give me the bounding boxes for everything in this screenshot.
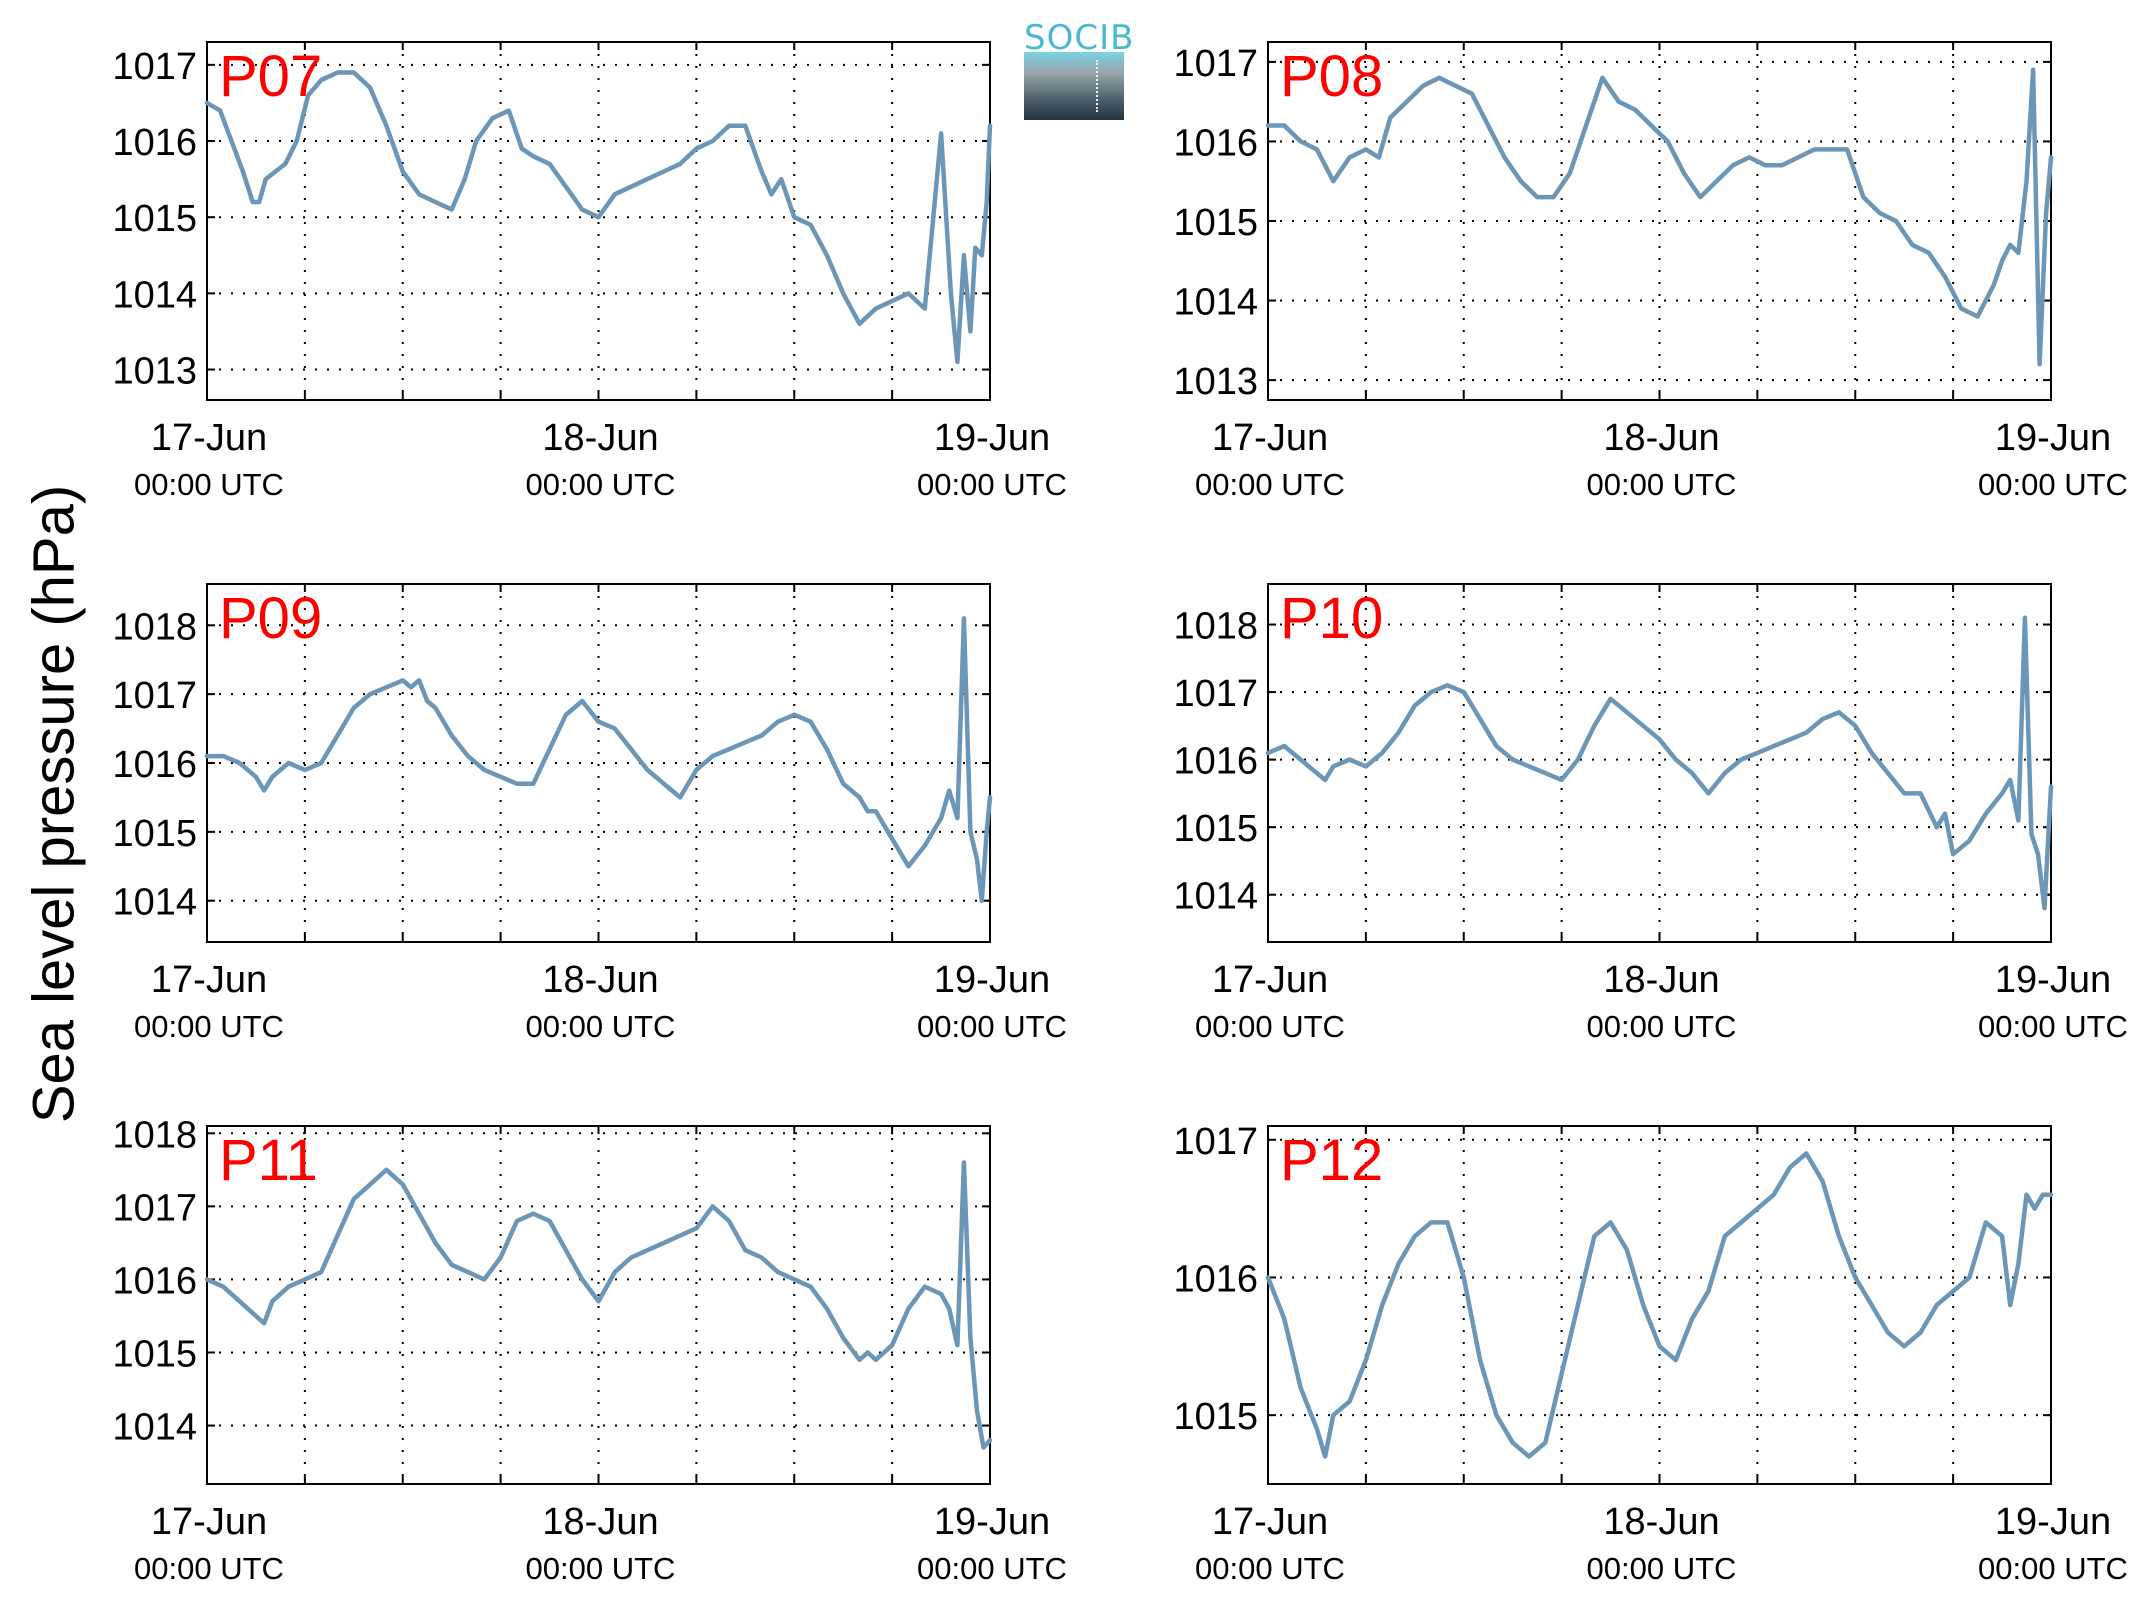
x-tick-sublabel: 00:00 UTC bbox=[917, 1551, 1067, 1586]
chart-panel: 1015 1016 1017 P12 17-Jun 00:00 UTC 18-Jun 00:0… bbox=[1173, 1121, 2128, 1586]
x-tick-label: 18-Jun bbox=[542, 959, 658, 1001]
x-tick-sublabel: 00:00 UTC bbox=[917, 1009, 1067, 1044]
y-tick-label: 1015 bbox=[112, 198, 197, 240]
y-tick-label: 1016 bbox=[1173, 122, 1258, 164]
y-tick-label: 1015 bbox=[1173, 808, 1258, 850]
x-tick-sublabel: 00:00 UTC bbox=[1587, 1551, 1737, 1586]
y-tick-label: 1014 bbox=[112, 882, 197, 924]
x-tick-sublabel: 00:00 UTC bbox=[1195, 1551, 1345, 1586]
y-tick-label: 1016 bbox=[1173, 1258, 1258, 1300]
x-tick-sublabel: 00:00 UTC bbox=[134, 467, 284, 502]
plot-frame bbox=[1267, 583, 2052, 943]
y-tick-label: 1018 bbox=[1173, 606, 1258, 648]
x-tick-label: 18-Jun bbox=[542, 1501, 658, 1543]
chart-panel: 1013 1014 1015 1016 1017 P07 17-Jun 00:00 UTC 18… bbox=[112, 41, 1067, 502]
x-tick-label: 17-Jun bbox=[151, 959, 267, 1001]
x-tick-sublabel: 00:00 UTC bbox=[134, 1009, 284, 1044]
series-line bbox=[1265, 615, 2054, 911]
x-tick-sublabel: 00:00 UTC bbox=[526, 467, 676, 502]
panel-label: P10 bbox=[1280, 586, 1383, 651]
y-tick-label: 1018 bbox=[112, 1114, 197, 1156]
y-tick-label: 1014 bbox=[1173, 876, 1258, 918]
y-tick-label: 1017 bbox=[112, 46, 197, 88]
y-tick-label: 1017 bbox=[1173, 673, 1258, 715]
chart-panel: 1014 1015 1016 1017 1018 P09 17-Jun 00:00 UTC 18… bbox=[112, 583, 1067, 1044]
chart-panel: 1013 1014 1015 1016 1017 P08 17-Jun 00:00 UTC 18… bbox=[1173, 41, 2128, 502]
series-line bbox=[204, 70, 993, 365]
x-tick-sublabel: 00:00 UTC bbox=[526, 1551, 676, 1586]
y-tick-label: 1016 bbox=[112, 122, 197, 164]
y-tick-label: 1014 bbox=[112, 1407, 197, 1449]
panel-label: P08 bbox=[1280, 44, 1383, 109]
x-tick-label: 17-Jun bbox=[1212, 1501, 1328, 1543]
x-tick-label: 17-Jun bbox=[151, 417, 267, 459]
y-axis-label: Sea level pressure (hPa) bbox=[21, 484, 87, 1124]
x-tick-sublabel: 00:00 UTC bbox=[1195, 1009, 1345, 1044]
x-tick-sublabel: 00:00 UTC bbox=[1978, 1551, 2128, 1586]
y-tick-label: 1017 bbox=[1173, 1121, 1258, 1163]
x-tick-label: 17-Jun bbox=[151, 1501, 267, 1543]
x-tick-label: 19-Jun bbox=[1995, 959, 2111, 1001]
x-tick-label: 19-Jun bbox=[934, 417, 1050, 459]
x-tick-sublabel: 00:00 UTC bbox=[526, 1009, 676, 1044]
series-line bbox=[1265, 1151, 2054, 1459]
y-tick-label: 1017 bbox=[112, 1187, 197, 1229]
x-tick-sublabel: 00:00 UTC bbox=[134, 1551, 284, 1586]
logo-text: SOCIB bbox=[1024, 18, 1135, 58]
y-tick-label: 1015 bbox=[112, 1333, 197, 1375]
y-tick-label: 1013 bbox=[1173, 361, 1258, 403]
y-tick-label: 1014 bbox=[1173, 282, 1258, 324]
y-tick-label: 1017 bbox=[112, 675, 197, 717]
x-tick-label: 18-Jun bbox=[1603, 1501, 1719, 1543]
series-line bbox=[204, 616, 993, 903]
x-tick-label: 19-Jun bbox=[934, 959, 1050, 1001]
plot-frame bbox=[206, 41, 991, 401]
x-tick-sublabel: 00:00 UTC bbox=[1587, 1009, 1737, 1044]
x-tick-sublabel: 00:00 UTC bbox=[1195, 467, 1345, 502]
chart-panel: 1014 1015 1016 1017 1018 P11 17-Jun 00:00 UTC 18… bbox=[112, 1114, 1067, 1586]
x-tick-label: 19-Jun bbox=[1995, 1501, 2111, 1543]
y-tick-label: 1016 bbox=[112, 1260, 197, 1302]
panel-label: P09 bbox=[219, 586, 322, 651]
logo-emblem bbox=[1024, 52, 1124, 120]
socib-logo: SOCIB bbox=[1024, 18, 1135, 120]
panel-label: P12 bbox=[1280, 1128, 1383, 1193]
x-tick-label: 18-Jun bbox=[1603, 417, 1719, 459]
panel-label: P07 bbox=[219, 44, 322, 109]
x-tick-label: 17-Jun bbox=[1212, 417, 1328, 459]
x-tick-label: 19-Jun bbox=[1995, 417, 2111, 459]
y-tick-label: 1018 bbox=[112, 606, 197, 648]
plot-frame bbox=[1267, 1125, 2052, 1485]
y-tick-label: 1017 bbox=[1173, 43, 1258, 85]
y-tick-label: 1016 bbox=[112, 744, 197, 786]
y-tick-label: 1013 bbox=[112, 351, 197, 393]
chart-panel: 1014 1015 1016 1017 1018 P10 17-Jun 00:00 UTC 18… bbox=[1173, 583, 2128, 1044]
x-tick-sublabel: 00:00 UTC bbox=[1978, 1009, 2128, 1044]
y-tick-label: 1016 bbox=[1173, 741, 1258, 783]
x-tick-sublabel: 00:00 UTC bbox=[1587, 467, 1737, 502]
x-tick-sublabel: 00:00 UTC bbox=[917, 467, 1067, 502]
y-tick-label: 1015 bbox=[112, 813, 197, 855]
plot-frame bbox=[206, 583, 991, 943]
x-tick-label: 19-Jun bbox=[934, 1501, 1050, 1543]
y-tick-label: 1015 bbox=[1173, 1396, 1258, 1438]
series-line bbox=[204, 1160, 993, 1450]
y-tick-label: 1015 bbox=[1173, 202, 1258, 244]
x-tick-label: 18-Jun bbox=[542, 417, 658, 459]
series-line bbox=[1265, 67, 2054, 367]
x-tick-label: 18-Jun bbox=[1603, 959, 1719, 1001]
plot-frame bbox=[206, 1125, 991, 1485]
x-tick-label: 17-Jun bbox=[1212, 959, 1328, 1001]
plot-frame bbox=[1267, 41, 2052, 401]
y-tick-label: 1014 bbox=[112, 274, 197, 316]
x-tick-sublabel: 00:00 UTC bbox=[1978, 467, 2128, 502]
panel-label: P11 bbox=[219, 1128, 318, 1193]
